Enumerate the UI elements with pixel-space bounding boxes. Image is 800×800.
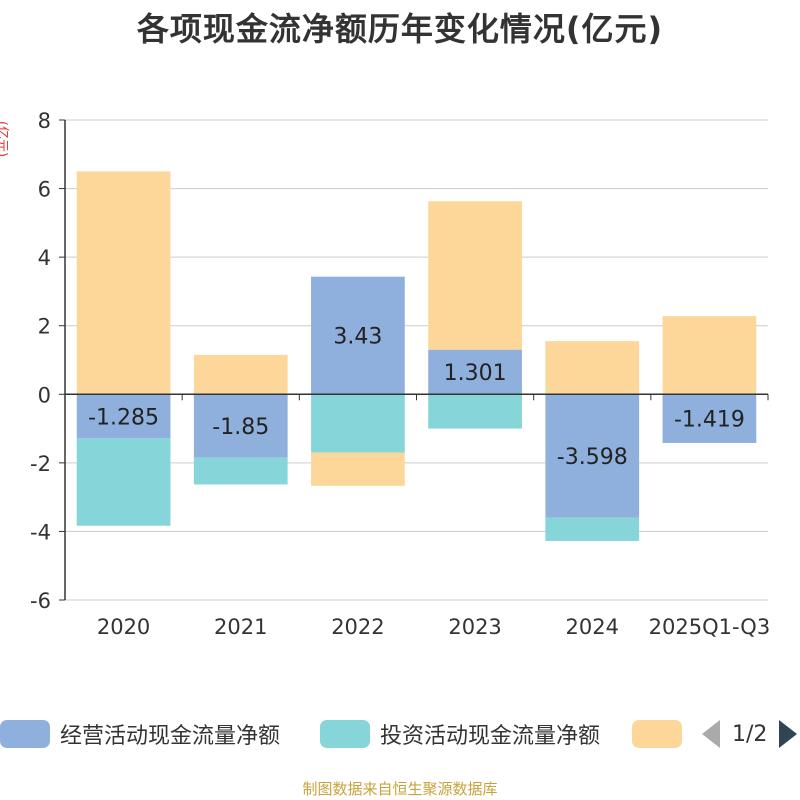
- x-tick-label: 2021: [214, 615, 267, 639]
- source-footer: 制图数据来自恒生聚源数据库: [302, 780, 498, 798]
- bar-series1-2021[interactable]: [193, 457, 288, 485]
- bar-series1-2023[interactable]: [428, 394, 522, 429]
- x-tick-label: 2024: [566, 615, 619, 639]
- y-tick-label: 6: [38, 178, 51, 202]
- chart-title: 各项现金流净额历年变化情况(亿元): [136, 10, 664, 48]
- legend-swatch: [320, 720, 370, 748]
- bar-series2-2025Q1-Q3[interactable]: [662, 316, 757, 395]
- legend-pager: 1/2: [702, 716, 798, 752]
- data-label: -1.419: [674, 408, 745, 433]
- bar-series1-2020[interactable]: [76, 438, 171, 526]
- bar-series1-2022[interactable]: [311, 394, 405, 453]
- data-label: 3.43: [333, 324, 382, 349]
- legend-label: 投资活动现金流量净额: [380, 724, 601, 749]
- x-tick-label: 2023: [448, 615, 501, 639]
- data-label: 1.301: [444, 361, 507, 386]
- bar-series2-2020[interactable]: [76, 171, 171, 395]
- y-tick-label: -2: [30, 452, 51, 476]
- bar-series0-2022[interactable]: [311, 276, 405, 395]
- legend-item-operating[interactable]: 经营活动现金流量净额: [0, 716, 280, 752]
- chart-legend: 经营活动现金流量净额 投资活动现金流量净额 1/2: [0, 716, 800, 752]
- x-tick-label: 2020: [97, 615, 150, 639]
- y-tick-label: 2: [38, 315, 51, 339]
- bar-series0-2023[interactable]: [428, 349, 522, 395]
- y-axis-unit-label: (亿元): [0, 120, 9, 158]
- legend-prev-icon[interactable]: [702, 720, 720, 748]
- bar-series0-2021[interactable]: [193, 394, 288, 458]
- bar-series0-2024[interactable]: [545, 394, 640, 518]
- legend-item-financing[interactable]: [632, 716, 682, 752]
- data-label: -3.598: [557, 445, 628, 470]
- y-tick-label: -4: [30, 520, 51, 544]
- data-label: -1.85: [212, 415, 269, 440]
- x-tick-label: 2025Q1-Q3: [649, 615, 771, 639]
- bar-series1-2024[interactable]: [545, 517, 640, 541]
- bar-series2-2024[interactable]: [545, 341, 640, 395]
- bar-series0-2020[interactable]: [76, 394, 171, 439]
- y-tick-label: 8: [38, 109, 51, 133]
- y-tick-label: -6: [30, 589, 51, 613]
- data-label: -1.285: [88, 405, 159, 430]
- x-tick-label: 2022: [331, 615, 384, 639]
- bar-series2-2022[interactable]: [311, 452, 405, 486]
- legend-next-icon[interactable]: [779, 720, 798, 748]
- legend-swatch: [0, 720, 50, 748]
- y-tick-label: 0: [38, 383, 51, 407]
- y-tick-label: 4: [38, 246, 51, 270]
- bar-series2-2023[interactable]: [428, 201, 522, 350]
- legend-swatch: [632, 720, 682, 748]
- legend-page-indicator: 1/2: [732, 721, 768, 747]
- bar-series0-2025Q1-Q3[interactable]: [662, 394, 757, 443]
- chart-plot: -6 -4 -2 0 2 4 6 8 2020 2021 2022 2023 2024 2025Q1-Q3…: [30, 109, 771, 639]
- legend-label: 经营活动现金流量净额: [60, 724, 281, 749]
- legend-item-investing[interactable]: 投资活动现金流量净额: [320, 716, 600, 752]
- bar-series2-2021[interactable]: [193, 354, 288, 395]
